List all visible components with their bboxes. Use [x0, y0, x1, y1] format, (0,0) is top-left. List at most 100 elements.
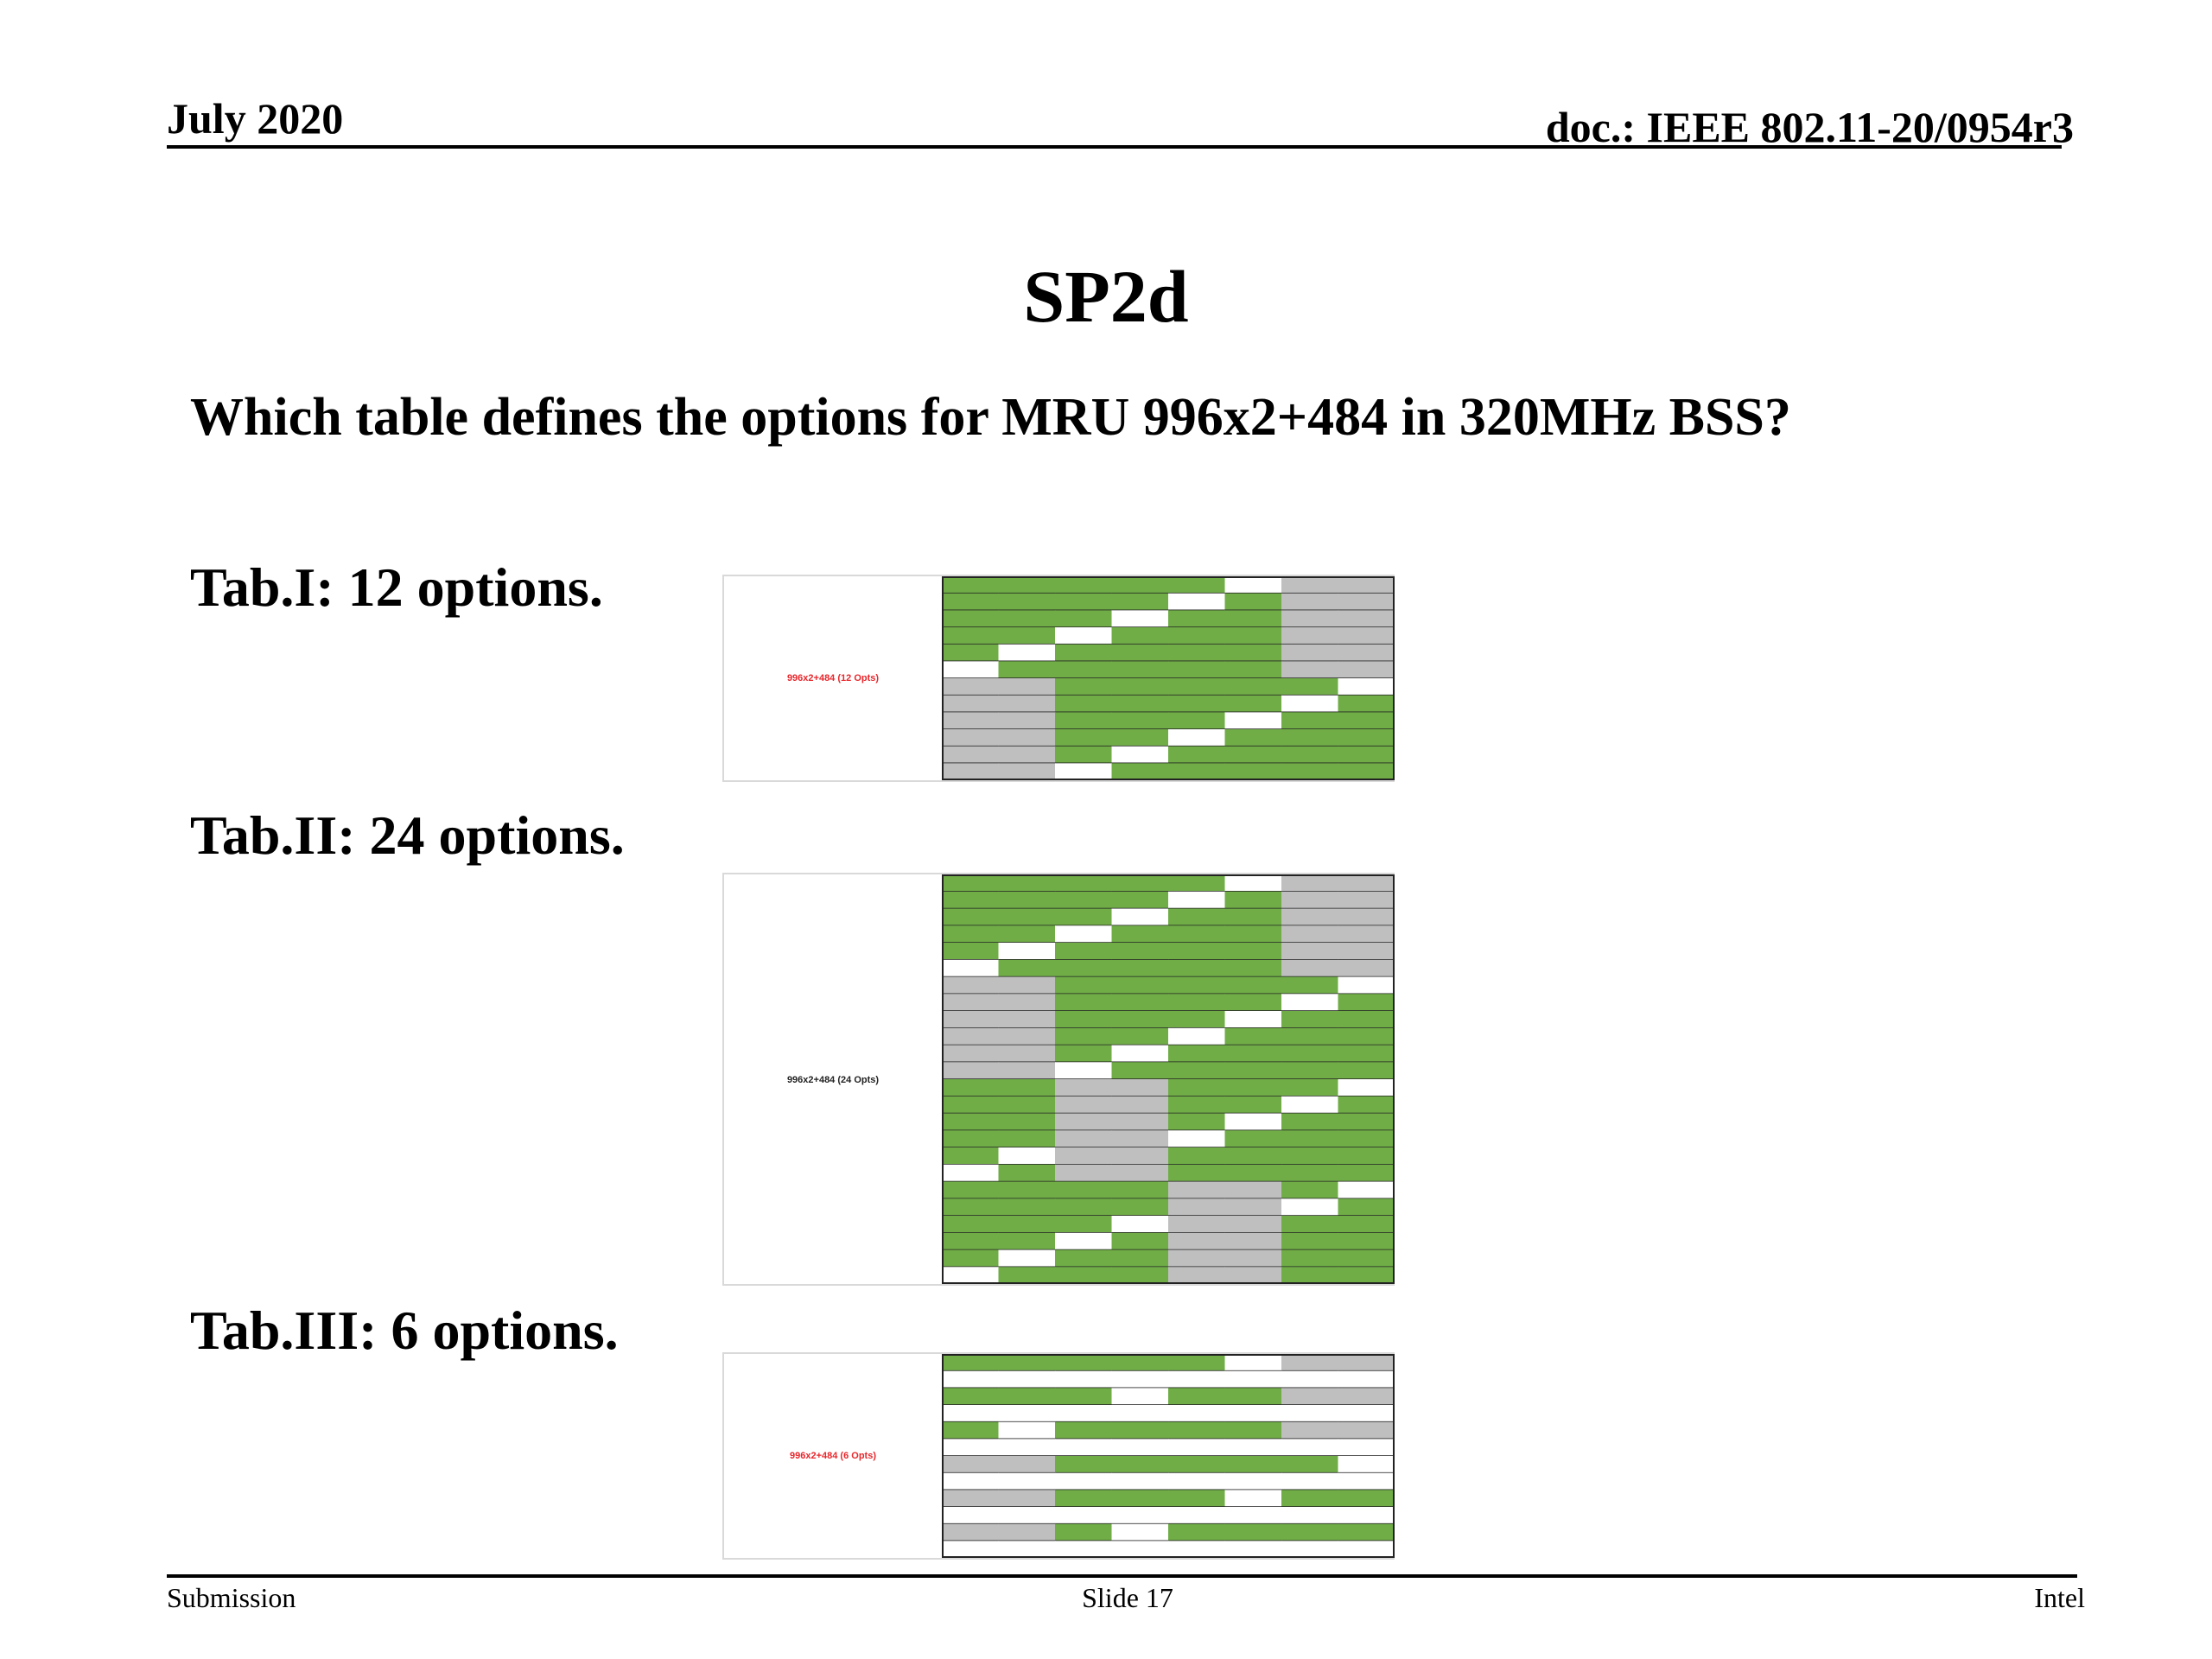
- grid-cell-r4-c1: [942, 627, 1000, 645]
- grid-cell-r1-c1: [942, 874, 1000, 892]
- grid-cell-r22-c5: [1168, 1232, 1226, 1250]
- grid-cell-r2-c7: [1281, 593, 1339, 611]
- grid-cell-r12-c4: [1111, 1541, 1169, 1558]
- grid-cell-r8-c6: [1224, 695, 1282, 713]
- grid-cell-r20-c5: [1168, 1198, 1226, 1216]
- grid-cell-r16-c5: [1168, 1130, 1226, 1147]
- grid-cell-r9-c7: [1281, 712, 1339, 729]
- grid-cell-r12-c4: [1111, 763, 1169, 780]
- grid-cell-r16-c8: [1338, 1130, 1395, 1147]
- grid-cell-r11-c1: [942, 1045, 1000, 1063]
- grid-cell-r23-c2: [998, 1249, 1056, 1268]
- grid-cell-r12-c1: [942, 763, 1000, 780]
- grid-cell-r9-c8: [1338, 1011, 1395, 1028]
- grid-cell-r18-c5: [1168, 1164, 1226, 1182]
- grid-cell-r24-c2: [998, 1267, 1056, 1284]
- grid-cell-r6-c7: [1281, 1439, 1339, 1456]
- grid-cell-r12-c8: [1338, 1541, 1395, 1558]
- grid-cell-r8-c8: [1338, 1472, 1395, 1491]
- grid-cell-r10-c6: [1224, 729, 1282, 747]
- grid-cell-r2-c5: [1168, 1370, 1226, 1389]
- grid-cell-r3-c3: [1055, 908, 1113, 926]
- grid-cell-r8-c2: [998, 695, 1056, 713]
- grid-cell-r11-c6: [1224, 1045, 1282, 1063]
- grid-cell-r10-c5: [1168, 1027, 1226, 1046]
- grid-cell-r5-c6: [1224, 644, 1282, 662]
- grid-cell-r3-c6: [1224, 1388, 1282, 1405]
- grid-cell-r7-c2: [998, 976, 1056, 995]
- grid-cell-r19-c8: [1338, 1181, 1395, 1199]
- grid-cell-r10-c4: [1111, 1507, 1169, 1524]
- grid-cell-r9-c8: [1338, 712, 1395, 729]
- grid-cell-r3-c8: [1338, 908, 1395, 926]
- grid-cell-r18-c4: [1111, 1164, 1169, 1182]
- grid-cell-r18-c1: [942, 1164, 1000, 1182]
- grid-cell-r1-c6: [1224, 1354, 1282, 1371]
- grid-cell-r7-c8: [1338, 976, 1395, 995]
- grid-cell-r4-c4: [1111, 627, 1169, 645]
- grid-cell-r11-c3: [1055, 746, 1113, 764]
- grid-cell-r5-c7: [1281, 943, 1339, 960]
- grid-cell-r10-c8: [1338, 1027, 1395, 1046]
- grid-cell-r9-c1: [942, 712, 1000, 729]
- grid-cell-r3-c2: [998, 610, 1056, 627]
- grid-cell-r1-c4: [1111, 576, 1169, 594]
- footer-company: Intel: [2034, 1582, 2085, 1613]
- grid-cell-r2-c7: [1281, 1370, 1339, 1389]
- grid-cell-r21-c3: [1055, 1216, 1113, 1233]
- grid-cell-r9-c4: [1111, 1011, 1169, 1028]
- grid-cell-r5-c2: [998, 644, 1056, 662]
- grid-cell-r3-c4: [1111, 610, 1169, 627]
- grid-cell-r11-c5: [1168, 1045, 1226, 1063]
- grid-cell-r10-c7: [1281, 1027, 1339, 1046]
- grid-cell-r22-c8: [1338, 1232, 1395, 1250]
- option-2-table-caption: 996x2+484 (24 Opts): [786, 1075, 880, 1085]
- grid-cell-r22-c2: [998, 1232, 1056, 1250]
- grid-cell-r10-c4: [1111, 1027, 1169, 1046]
- grid-cell-r7-c4: [1111, 976, 1169, 995]
- option-1-label: Tab.I: 12 options.: [190, 556, 603, 618]
- grid-cell-r1-c4: [1111, 1354, 1169, 1371]
- grid-cell-r9-c3: [1055, 712, 1113, 729]
- grid-cell-r4-c7: [1281, 925, 1339, 943]
- option-3-grid: [942, 1354, 1395, 1558]
- grid-cell-r10-c3: [1055, 729, 1113, 747]
- grid-cell-r4-c8: [1338, 627, 1395, 645]
- grid-cell-r3-c4: [1111, 908, 1169, 926]
- option-3-label: Tab.III: 6 options.: [190, 1300, 619, 1361]
- grid-cell-r23-c7: [1281, 1249, 1339, 1268]
- grid-cell-r21-c5: [1168, 1216, 1226, 1233]
- grid-cell-r2-c4: [1111, 1370, 1169, 1389]
- grid-cell-r3-c3: [1055, 610, 1113, 627]
- grid-cell-r7-c7: [1281, 1456, 1339, 1473]
- grid-cell-r10-c2: [998, 729, 1056, 747]
- grid-cell-r1-c6: [1224, 576, 1282, 594]
- option-3-table: 996x2+484 (6 Opts): [722, 1352, 1395, 1560]
- grid-cell-r6-c5: [1168, 1439, 1226, 1456]
- grid-cell-r21-c6: [1224, 1216, 1282, 1233]
- grid-cell-r4-c7: [1281, 1405, 1339, 1422]
- grid-cell-r8-c3: [1055, 1472, 1113, 1491]
- grid-cell-r9-c6: [1224, 712, 1282, 729]
- grid-frame: [942, 1354, 1395, 1558]
- grid-cell-r10-c1: [942, 729, 1000, 747]
- grid-cell-r14-c3: [1055, 1096, 1113, 1114]
- grid-cell-r19-c3: [1055, 1181, 1113, 1199]
- grid-cell-r18-c2: [998, 1164, 1056, 1182]
- grid-cell-r4-c5: [1168, 925, 1226, 943]
- grid-cell-r1-c2: [998, 576, 1056, 594]
- grid-cell-r11-c7: [1281, 746, 1339, 764]
- grid-cell-r12-c7: [1281, 763, 1339, 780]
- grid-cell-r5-c6: [1224, 1421, 1282, 1440]
- grid-cell-r2-c1: [942, 891, 1000, 909]
- grid-cell-r5-c1: [942, 1421, 1000, 1440]
- grid-cell-r9-c2: [998, 1490, 1056, 1507]
- grid-cell-r1-c8: [1338, 874, 1395, 892]
- grid-cell-r5-c5: [1168, 644, 1226, 662]
- grid-cell-r10-c1: [942, 1027, 1000, 1046]
- grid-cell-r10-c5: [1168, 1507, 1226, 1524]
- grid-cell-r1-c1: [942, 576, 1000, 594]
- grid-cell-r20-c6: [1224, 1198, 1282, 1216]
- grid-cell-r12-c5: [1168, 1062, 1226, 1079]
- grid-cell-r6-c4: [1111, 1439, 1169, 1456]
